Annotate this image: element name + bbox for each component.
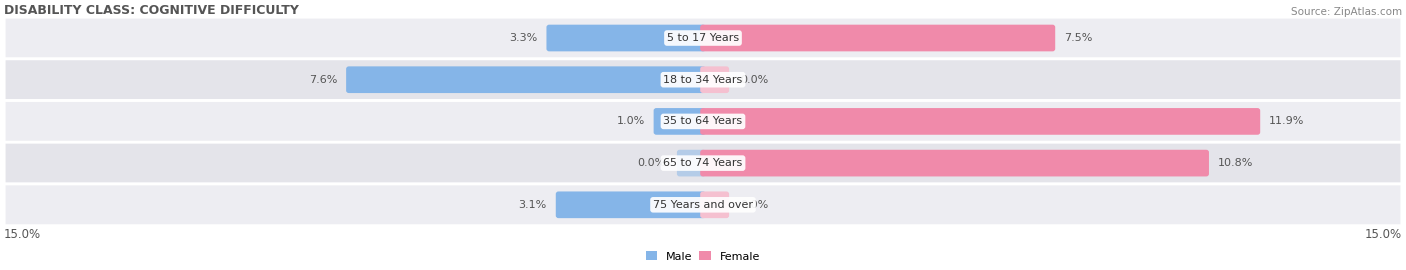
Text: 15.0%: 15.0% (1365, 228, 1402, 241)
Text: 35 to 64 Years: 35 to 64 Years (664, 116, 742, 126)
FancyBboxPatch shape (4, 184, 1402, 226)
Text: 75 Years and over: 75 Years and over (652, 200, 754, 210)
FancyBboxPatch shape (700, 25, 1056, 51)
FancyBboxPatch shape (4, 17, 1402, 59)
FancyBboxPatch shape (676, 150, 706, 177)
Text: 15.0%: 15.0% (4, 228, 41, 241)
FancyBboxPatch shape (555, 191, 706, 218)
FancyBboxPatch shape (4, 59, 1402, 100)
Text: 0.0%: 0.0% (741, 200, 769, 210)
FancyBboxPatch shape (654, 108, 706, 135)
FancyBboxPatch shape (4, 142, 1402, 184)
Text: 5 to 17 Years: 5 to 17 Years (666, 33, 740, 43)
Text: 11.9%: 11.9% (1270, 116, 1305, 126)
Text: 0.0%: 0.0% (741, 75, 769, 85)
Text: Source: ZipAtlas.com: Source: ZipAtlas.com (1291, 7, 1402, 17)
FancyBboxPatch shape (346, 66, 706, 93)
FancyBboxPatch shape (700, 191, 730, 218)
FancyBboxPatch shape (700, 66, 730, 93)
Text: 3.1%: 3.1% (519, 200, 547, 210)
Text: 7.6%: 7.6% (309, 75, 337, 85)
Text: 10.8%: 10.8% (1218, 158, 1253, 168)
Text: 18 to 34 Years: 18 to 34 Years (664, 75, 742, 85)
FancyBboxPatch shape (547, 25, 706, 51)
Text: 0.0%: 0.0% (637, 158, 665, 168)
Text: 1.0%: 1.0% (616, 116, 645, 126)
Text: 3.3%: 3.3% (509, 33, 537, 43)
Text: DISABILITY CLASS: COGNITIVE DIFFICULTY: DISABILITY CLASS: COGNITIVE DIFFICULTY (4, 4, 299, 17)
Text: 7.5%: 7.5% (1064, 33, 1092, 43)
Text: 65 to 74 Years: 65 to 74 Years (664, 158, 742, 168)
FancyBboxPatch shape (700, 150, 1209, 177)
FancyBboxPatch shape (700, 108, 1260, 135)
FancyBboxPatch shape (4, 100, 1402, 142)
Legend: Male, Female: Male, Female (641, 247, 765, 266)
